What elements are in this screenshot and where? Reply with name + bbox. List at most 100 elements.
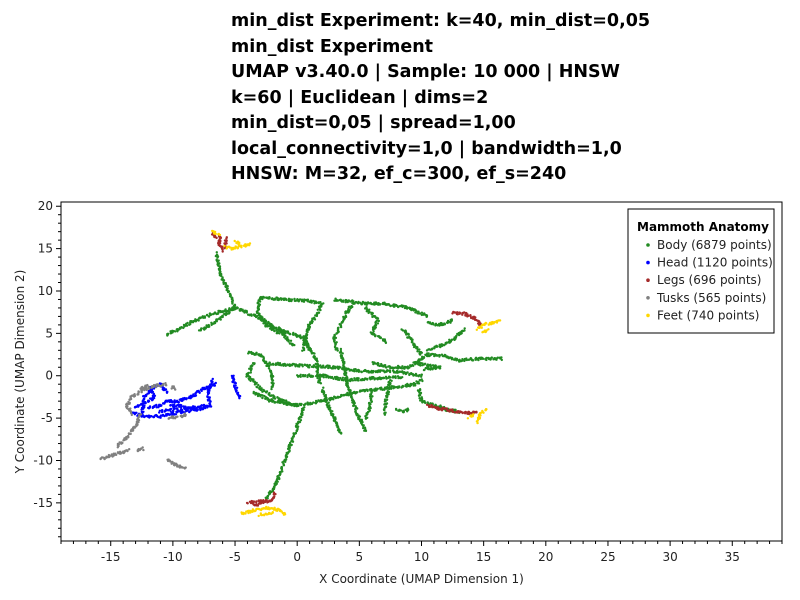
data-point: [407, 366, 410, 369]
title-line: HNSW: M=32, ef_c=300, ef_s=240: [231, 164, 567, 184]
data-point: [162, 383, 165, 387]
data-point: [211, 381, 214, 384]
data-point: [194, 392, 197, 395]
data-point: [400, 367, 404, 370]
data-point: [236, 306, 239, 310]
data-point: [347, 305, 350, 309]
data-point: [439, 405, 442, 408]
data-point: [304, 402, 307, 405]
data-point: [427, 352, 430, 355]
data-point: [402, 409, 405, 412]
data-point: [385, 366, 388, 369]
data-point: [345, 374, 348, 377]
data-point: [418, 378, 421, 382]
data-point: [376, 370, 379, 374]
data-point: [303, 363, 307, 367]
data-point: [261, 394, 264, 397]
data-point: [333, 375, 337, 379]
data-point: [394, 375, 397, 378]
data-point: [406, 306, 409, 309]
data-point: [334, 343, 337, 347]
data-point: [142, 448, 145, 452]
data-point: [251, 508, 255, 511]
data-point: [339, 376, 342, 380]
data-point: [273, 397, 277, 400]
data-point: [146, 383, 149, 387]
data-point: [463, 327, 466, 330]
data-point: [144, 384, 147, 387]
data-point: [233, 239, 236, 243]
data-point: [378, 364, 381, 368]
legend-entry: Head (1120 points): [657, 256, 773, 270]
legend-entry: Tusks (565 points): [656, 291, 766, 305]
data-point: [145, 388, 148, 392]
y-tick-label: 5: [45, 326, 53, 340]
data-point: [456, 313, 459, 316]
data-point: [294, 364, 297, 367]
data-point: [252, 390, 255, 394]
x-tick-label: 25: [600, 550, 615, 564]
data-point: [438, 345, 442, 348]
data-point: [244, 512, 247, 515]
data-point: [268, 296, 271, 299]
series-4: [99, 382, 187, 470]
data-point: [385, 369, 389, 372]
data-point: [313, 302, 316, 305]
data-point: [342, 316, 345, 320]
data-point: [336, 349, 339, 352]
data-point: [313, 352, 316, 355]
data-point: [324, 400, 328, 403]
data-point: [296, 425, 300, 429]
data-point: [419, 364, 422, 367]
data-point: [266, 364, 270, 368]
data-point: [119, 452, 122, 455]
title-line: min_dist Experiment: k=40, min_dist=0,05: [231, 11, 651, 31]
data-point: [495, 358, 498, 361]
data-point: [259, 355, 263, 358]
data-point: [254, 383, 257, 386]
data-point: [383, 398, 387, 401]
data-point: [133, 393, 136, 396]
y-tick-label: 15: [38, 242, 53, 256]
data-point: [425, 314, 428, 317]
data-point: [276, 475, 279, 479]
data-point: [422, 356, 426, 360]
data-point: [266, 325, 269, 328]
data-point: [182, 397, 186, 400]
data-point: [479, 411, 483, 414]
data-point: [341, 359, 344, 362]
data-point: [335, 332, 338, 335]
data-point: [383, 400, 387, 403]
data-point: [365, 306, 368, 309]
data-point: [383, 371, 386, 374]
data-point: [371, 371, 375, 374]
data-point: [189, 321, 192, 324]
data-point: [178, 398, 181, 401]
data-point: [146, 392, 149, 395]
data-point: [272, 363, 275, 366]
data-point: [357, 379, 360, 382]
data-point: [421, 379, 424, 383]
data-point: [364, 303, 367, 306]
legend-marker: [646, 278, 650, 283]
data-point: [307, 325, 310, 328]
data-point: [349, 300, 352, 303]
data-point: [417, 374, 420, 378]
data-point: [301, 349, 304, 352]
data-point: [122, 438, 126, 442]
data-point: [319, 382, 323, 385]
data-point: [260, 513, 264, 517]
data-point: [141, 446, 144, 449]
x-tick-label: 35: [725, 550, 740, 564]
data-point: [411, 363, 414, 367]
data-point: [500, 358, 503, 362]
data-point: [451, 357, 454, 360]
data-point: [438, 322, 441, 326]
data-point: [351, 398, 355, 402]
data-point: [259, 314, 262, 318]
data-point: [372, 330, 375, 333]
data-point: [202, 403, 206, 407]
data-point: [357, 377, 360, 380]
data-point: [420, 351, 423, 354]
data-point: [168, 408, 171, 411]
